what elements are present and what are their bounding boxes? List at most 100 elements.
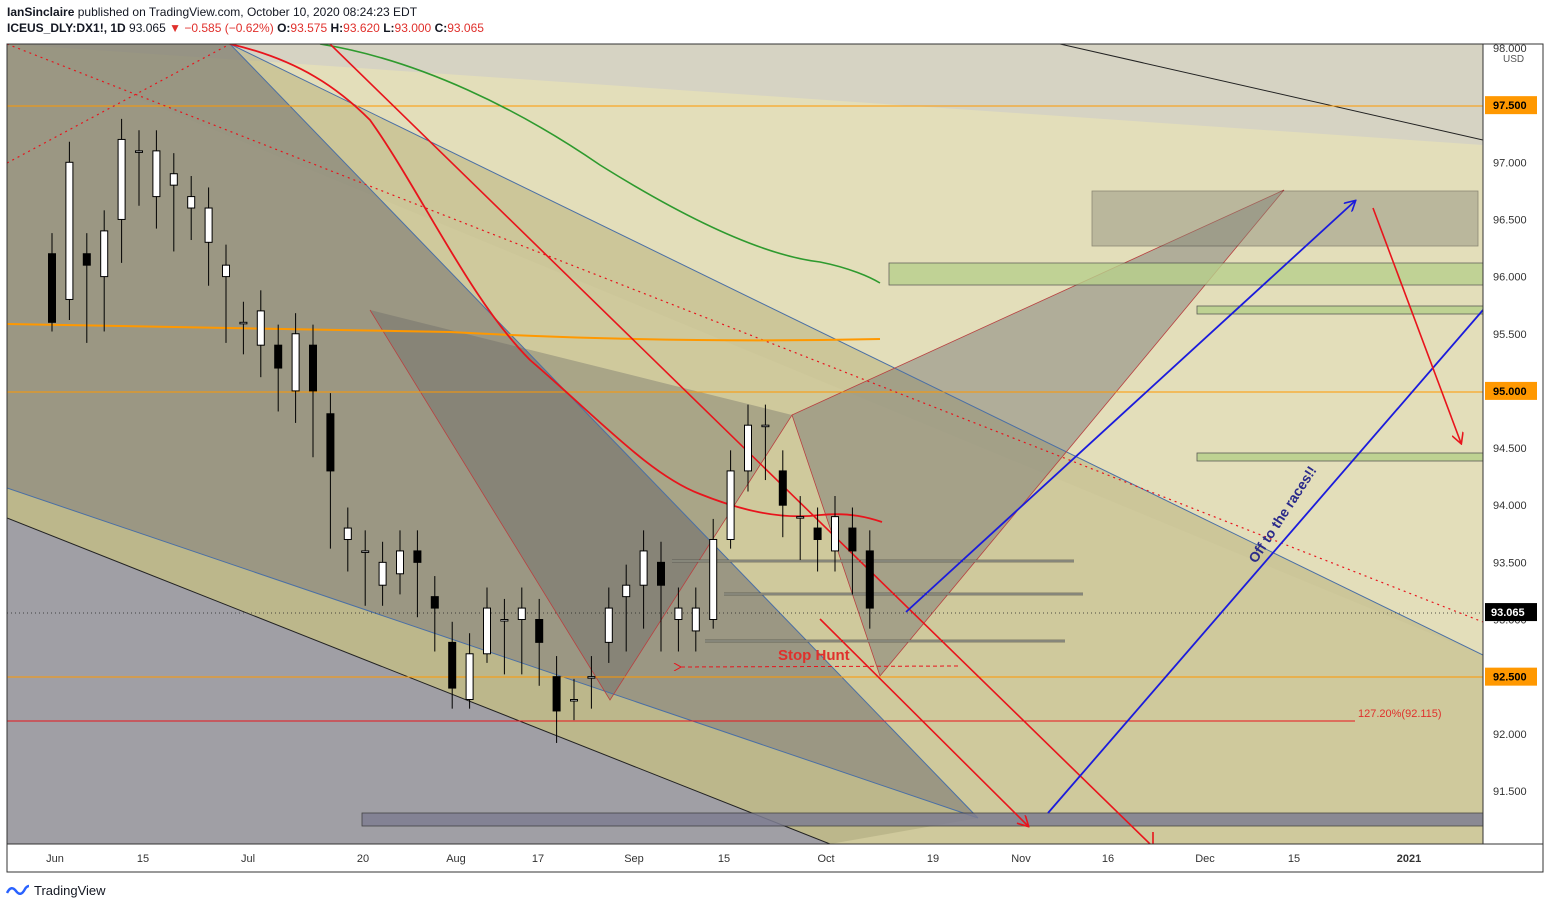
time-tick-label: Oct <box>817 853 834 865</box>
candle-down <box>813 527 822 540</box>
candle-up <box>831 516 839 552</box>
candle-up <box>222 264 230 278</box>
candle-up <box>639 550 648 586</box>
projection-arrow-down-1 <box>819 618 1028 826</box>
candle-down <box>552 676 561 712</box>
candle-up <box>187 196 196 209</box>
dotted-trend-2 <box>7 44 1483 623</box>
chart-frame <box>6 43 1544 873</box>
candle-down <box>274 344 283 369</box>
candle-up <box>204 207 213 243</box>
price-tick-label: 95.500 <box>1493 329 1527 341</box>
projection-arrow-down-2 <box>1372 207 1461 443</box>
candle-up <box>761 424 770 428</box>
time-tick-label: Dec <box>1195 853 1215 865</box>
last-price-tag <box>1485 603 1537 622</box>
down-arrow-icon: ▼ <box>169 21 181 35</box>
candle-up <box>674 607 683 621</box>
publish-info: IanSinclaire published on TradingView.co… <box>7 4 484 20</box>
candle-up <box>378 561 387 586</box>
time-axis[interactable]: Jun 15 Jul 20 Aug 17 Sep 15 Oct 19 Nov 16 Dec 15 2021 <box>46 853 1421 865</box>
price-tick-label: 95.000 <box>1493 386 1527 398</box>
red-trend-line <box>329 44 1151 844</box>
resistance-line <box>1059 44 1483 141</box>
sma-long <box>7 323 881 342</box>
candle-up <box>570 699 578 702</box>
candle-up <box>483 607 491 655</box>
candle-up <box>691 607 700 632</box>
time-tick-label: 20 <box>357 853 369 865</box>
candle-up <box>100 230 109 278</box>
time-tick-label: 15 <box>718 853 730 865</box>
price-tag-92.500 <box>1485 667 1537 686</box>
projection-arrow-up-1 <box>905 201 1355 613</box>
candle-up <box>709 538 718 620</box>
candle-down <box>657 561 665 586</box>
candle-down <box>848 527 857 552</box>
brand-name[interactable]: TradingView <box>34 882 106 898</box>
price-tick-label: 96.000 <box>1493 272 1527 284</box>
sma-mid <box>319 44 881 284</box>
author-name[interactable]: IanSinclaire <box>7 5 75 19</box>
last-price-tag-label: 93.065 <box>1491 607 1525 619</box>
candle-down <box>448 641 457 689</box>
time-tick-label: Nov <box>1011 853 1031 865</box>
candle-down <box>326 413 335 472</box>
candle-up <box>744 424 752 472</box>
candle-up <box>622 584 631 598</box>
candle-up <box>291 333 300 392</box>
stop-hunt-label: Stop Hunt <box>778 647 850 664</box>
price-tick-label: 97.500 <box>1493 100 1527 112</box>
price-tag-95.000 <box>1485 381 1537 400</box>
candle-up <box>396 550 404 575</box>
zone-95-7 <box>1196 305 1483 315</box>
open-label: O: <box>277 21 291 35</box>
symbol-legend: ICEUS_DLY:DX1!, 1D 93.065 ▼ −0.585 (−0.6… <box>7 20 484 36</box>
candle-up <box>152 150 161 198</box>
publish-text: published on TradingView.com, October 10… <box>77 5 418 19</box>
candle-up <box>135 150 143 153</box>
lower-band <box>7 488 978 844</box>
price-tick-label: 98.000 <box>1493 43 1527 55</box>
close-label: C: <box>434 21 448 35</box>
candle-up <box>169 173 178 186</box>
zone-96-7 <box>1091 190 1479 247</box>
candle-up <box>117 138 126 220</box>
price-tick-label: 94.500 <box>1493 443 1527 455</box>
candle-up <box>465 653 474 701</box>
chart-header: IanSinclaire published on TradingView.co… <box>7 4 484 36</box>
zone-91-2 <box>361 812 1483 827</box>
projection-arrow-up-2 <box>1047 309 1483 814</box>
pattern-bcd <box>792 190 1284 676</box>
candle-up <box>343 527 352 540</box>
time-tick-label: Aug <box>446 853 466 865</box>
footer: TradingView <box>6 880 106 900</box>
tradingview-logo-icon <box>6 884 30 895</box>
price-tick-label: 91.500 <box>1493 786 1527 798</box>
high-label: H: <box>330 21 344 35</box>
candle-up <box>796 516 805 519</box>
price-tick-label: 96.500 <box>1493 214 1527 226</box>
candle-up <box>361 550 370 553</box>
dotted-trend-1 <box>7 44 231 164</box>
price-tick-label: 92.500 <box>1493 672 1527 684</box>
price-axis[interactable]: 98.000 97.500 97.000 96.500 96.000 95.500 95.0… <box>1485 43 1537 798</box>
price-change: −0.585 (−0.62%) <box>184 21 274 35</box>
candle-down <box>48 253 56 323</box>
price-tick-label: 97.000 <box>1493 157 1527 169</box>
price-tick-label: 92.000 <box>1493 729 1527 741</box>
candle-down <box>535 619 544 643</box>
plot-area: Stop Hunt Off to the races!! 127.20%(92.… <box>7 44 1483 844</box>
time-tick-label: 17 <box>532 853 544 865</box>
candle-up <box>65 161 74 300</box>
time-tick-label: 16 <box>1102 853 1114 865</box>
channel-line-diag <box>229 44 979 819</box>
fib-label: 127.20%(92.115) <box>1358 708 1442 720</box>
candle-up <box>500 619 509 622</box>
time-tick-label: Jun <box>46 853 64 865</box>
stop-hunt-arrow <box>680 666 959 667</box>
time-tick-label: 2021 <box>1397 853 1421 865</box>
price-tag-97.500 <box>1485 96 1537 115</box>
symbol-name[interactable]: ICEUS_DLY:DX1!, 1D <box>7 21 126 35</box>
